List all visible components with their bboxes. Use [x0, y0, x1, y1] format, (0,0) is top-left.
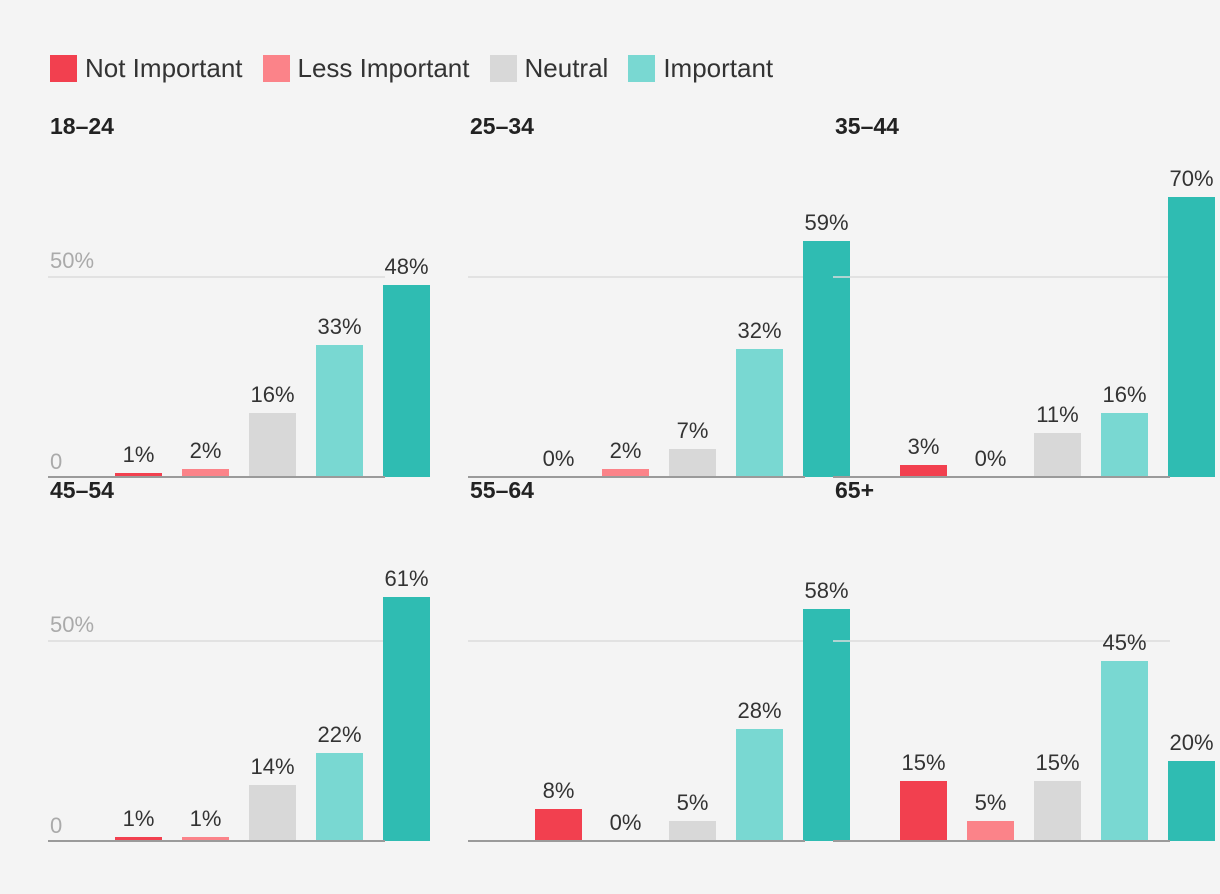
data-label: 14%	[250, 754, 294, 779]
bar	[736, 349, 783, 477]
bar	[967, 821, 1014, 841]
bar	[1034, 433, 1081, 477]
legend-swatch	[50, 54, 77, 82]
data-label: 45%	[1102, 630, 1146, 655]
bar	[182, 837, 229, 841]
data-label: 28%	[737, 698, 781, 723]
data-label: 1%	[123, 442, 155, 467]
data-label: 3%	[908, 434, 940, 459]
legend-swatch	[489, 54, 517, 82]
bar	[383, 597, 430, 841]
bar	[669, 821, 716, 841]
data-label: 70%	[1169, 166, 1213, 191]
panel-title: 55–64	[470, 477, 534, 503]
panel-title: 35–44	[835, 113, 899, 139]
data-label: 1%	[190, 806, 222, 831]
data-label: 33%	[317, 314, 361, 339]
panel: 65+ 15% 5% 15% 45% 20%	[833, 477, 1215, 842]
data-label: 20%	[1169, 730, 1213, 755]
bar	[736, 729, 783, 841]
data-label: 59%	[804, 210, 848, 235]
chart-legend: Not Important Less Important Neutral Import…	[50, 52, 793, 84]
bar	[1101, 661, 1148, 841]
bar	[803, 241, 850, 477]
bar	[803, 609, 850, 841]
bar	[249, 785, 296, 841]
data-label: 32%	[737, 318, 781, 343]
data-label: 5%	[975, 790, 1007, 815]
bar	[1168, 761, 1215, 841]
data-label: 22%	[317, 722, 361, 747]
legend-swatch	[628, 54, 656, 82]
bar	[1034, 781, 1081, 841]
panel: 35–44 3% 0% 11% 16% 70%	[833, 113, 1215, 478]
data-label: 0%	[610, 810, 642, 835]
bar	[249, 413, 296, 477]
panel-title: 65+	[835, 477, 874, 503]
data-label: 5%	[677, 790, 709, 815]
panel-title: 25–34	[470, 113, 534, 139]
panel: 55–64 8% 0% 5% 28% 58%	[468, 477, 850, 842]
bar	[669, 449, 716, 477]
bar	[900, 465, 947, 477]
bar	[316, 753, 363, 841]
bar	[115, 837, 162, 841]
bar	[115, 473, 162, 477]
y-tick-label: 50%	[50, 612, 94, 637]
bar	[602, 469, 649, 477]
legend-label: Important	[663, 52, 774, 83]
data-label: 2%	[190, 438, 222, 463]
data-label: 7%	[677, 418, 709, 443]
legend-label: Neutral	[524, 52, 609, 83]
bar	[1101, 413, 1148, 477]
data-label: 8%	[543, 778, 575, 803]
bar	[182, 469, 229, 477]
legend-item: Not Important	[50, 53, 243, 84]
legend-item: Neutral	[489, 52, 609, 84]
bar	[383, 285, 430, 477]
panel: 18–24 50% 0 1% 2% 16% 33% 48%	[48, 113, 430, 478]
legend-item: Less Important	[262, 52, 470, 84]
panel: 25–34 0% 2% 7% 32% 59%	[468, 113, 850, 478]
bar	[900, 781, 947, 841]
legend-item: Important	[628, 53, 773, 84]
data-label: 16%	[1102, 382, 1146, 407]
panel-title: 45–54	[50, 477, 114, 503]
data-label: 11%	[1036, 402, 1078, 427]
legend-swatch	[262, 54, 290, 82]
data-label: 16%	[250, 382, 294, 407]
y-tick-label: 0	[50, 449, 62, 474]
panel: 45–54 50% 0 1% 1% 14% 22% 61%	[48, 477, 430, 842]
bar	[535, 809, 582, 841]
data-label: 58%	[804, 578, 848, 603]
panel-title: 18–24	[50, 113, 114, 139]
y-tick-label: 50%	[50, 248, 94, 273]
bar	[1168, 197, 1215, 477]
data-label: 61%	[384, 566, 428, 591]
data-label: 2%	[610, 438, 642, 463]
data-label: 0%	[975, 446, 1007, 471]
data-label: 15%	[901, 750, 945, 775]
legend-label: Less Important	[297, 52, 470, 83]
data-label: 1%	[123, 806, 155, 831]
legend-label: Not Important	[85, 52, 243, 83]
data-label: 48%	[384, 254, 428, 279]
data-label: 0%	[543, 446, 575, 471]
data-label: 15%	[1035, 750, 1079, 775]
y-tick-label: 0	[50, 813, 62, 838]
bar	[316, 345, 363, 477]
